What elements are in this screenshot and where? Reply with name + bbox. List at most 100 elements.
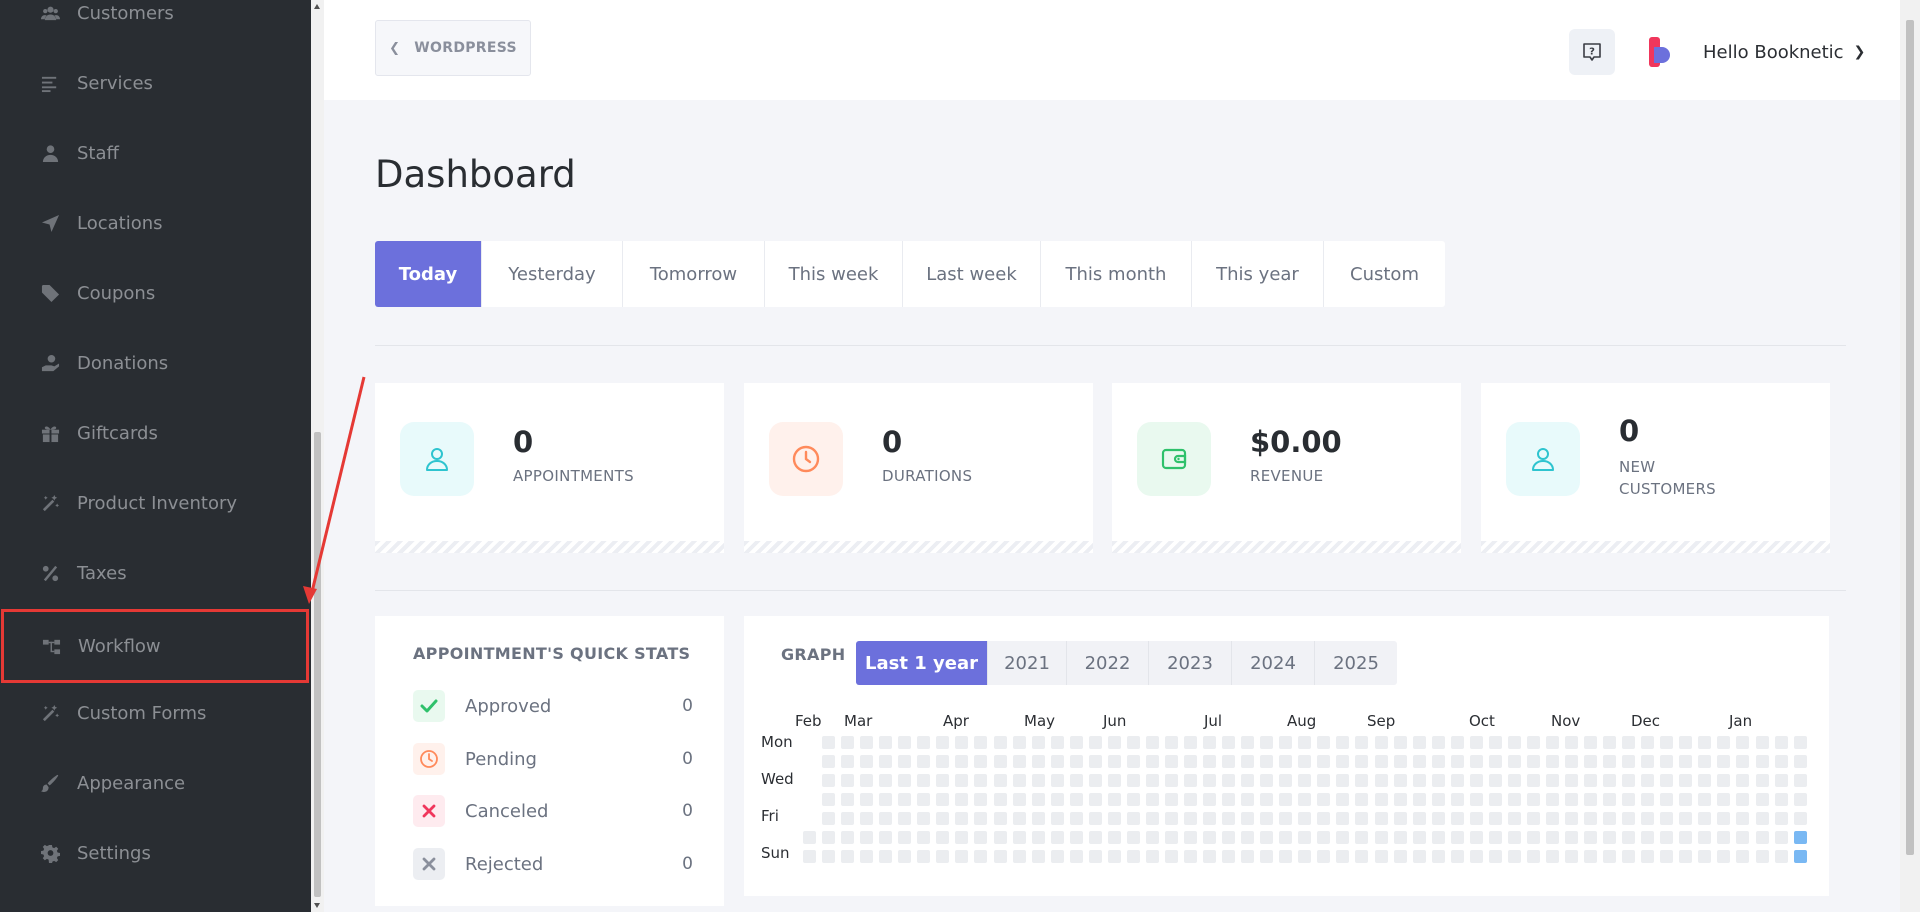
heatmap-cell[interactable] xyxy=(1584,831,1598,844)
graph-tab-2022[interactable]: 2022 xyxy=(1067,641,1149,685)
heatmap-cell[interactable] xyxy=(1603,755,1617,768)
graph-tab-last-1-year[interactable]: Last 1 year xyxy=(856,641,988,685)
heatmap-cell[interactable] xyxy=(1755,831,1769,844)
heatmap-cell[interactable] xyxy=(1412,755,1426,768)
heatmap-cell[interactable] xyxy=(1126,831,1140,844)
heatmap-cell[interactable] xyxy=(1641,812,1655,825)
heatmap-cell[interactable] xyxy=(993,736,1007,749)
heatmap-cell[interactable] xyxy=(1488,774,1502,787)
heatmap-cell[interactable] xyxy=(1622,812,1636,825)
heatmap-cell[interactable] xyxy=(1717,755,1731,768)
heatmap-cell[interactable] xyxy=(1107,850,1121,863)
heatmap-cell[interactable] xyxy=(1355,812,1369,825)
heatmap-cell[interactable] xyxy=(936,755,950,768)
heatmap-cell[interactable] xyxy=(1279,755,1293,768)
heatmap-cell[interactable] xyxy=(1184,736,1197,749)
heatmap-cell[interactable] xyxy=(1241,850,1255,863)
sidebar-item-giftcards[interactable]: Giftcards xyxy=(0,403,311,463)
heatmap-cell[interactable] xyxy=(1412,831,1426,844)
heatmap-cell[interactable] xyxy=(1565,736,1578,749)
heatmap-cell[interactable] xyxy=(993,793,1007,806)
heatmap-cell[interactable] xyxy=(1222,736,1236,749)
heatmap-cell[interactable] xyxy=(1412,812,1426,825)
heatmap-cell[interactable] xyxy=(917,736,931,749)
heatmap-cell[interactable] xyxy=(974,774,988,787)
heatmap-cell[interactable] xyxy=(860,755,874,768)
heatmap-cell[interactable] xyxy=(1755,736,1769,749)
heatmap-cell[interactable] xyxy=(1469,755,1483,768)
heatmap-cell[interactable] xyxy=(1755,812,1769,825)
heatmap-cell[interactable] xyxy=(1641,774,1655,787)
heatmap-cell[interactable] xyxy=(1069,831,1083,844)
heatmap-cell[interactable] xyxy=(1545,850,1559,863)
heatmap-cell[interactable] xyxy=(1279,831,1293,844)
heatmap-cell[interactable] xyxy=(1279,793,1293,806)
heatmap-cell[interactable] xyxy=(1488,755,1502,768)
heatmap-cell[interactable] xyxy=(1450,831,1464,844)
heatmap-cell[interactable] xyxy=(1260,850,1274,863)
heatmap-cell[interactable] xyxy=(1145,736,1159,749)
heatmap-cell[interactable] xyxy=(936,812,950,825)
heatmap-cell[interactable] xyxy=(993,850,1007,863)
heatmap-cell[interactable] xyxy=(1031,793,1045,806)
heatmap-cell[interactable] xyxy=(1088,850,1102,863)
heatmap-cell[interactable] xyxy=(1298,850,1312,863)
heatmap-cell[interactable] xyxy=(1774,793,1788,806)
heatmap-cell[interactable] xyxy=(1660,831,1674,844)
heatmap-cell[interactable] xyxy=(1774,736,1788,749)
heatmap-cell[interactable] xyxy=(879,831,893,844)
tab-this-week[interactable]: This week xyxy=(765,241,903,307)
heatmap-cell[interactable] xyxy=(1260,755,1274,768)
heatmap-cell[interactable] xyxy=(1679,755,1693,768)
heatmap-cell[interactable] xyxy=(936,774,950,787)
heatmap-cell[interactable] xyxy=(1793,812,1807,825)
heatmap-cell[interactable] xyxy=(1717,736,1731,749)
heatmap-cell[interactable] xyxy=(1450,812,1464,825)
heatmap-cell[interactable] xyxy=(1603,831,1617,844)
heatmap-cell[interactable] xyxy=(1698,736,1712,749)
heatmap-cell[interactable] xyxy=(1279,850,1293,863)
heatmap-cell[interactable] xyxy=(822,736,836,749)
heatmap-cell[interactable] xyxy=(1012,831,1026,844)
tab-custom[interactable]: Custom xyxy=(1350,263,1419,285)
heatmap-cell[interactable] xyxy=(1298,755,1312,768)
heatmap-cell[interactable] xyxy=(1164,774,1178,787)
heatmap-cell[interactable] xyxy=(917,850,931,863)
heatmap-cell[interactable] xyxy=(1317,755,1331,768)
heatmap-cell[interactable] xyxy=(1260,812,1274,825)
heatmap-cell[interactable] xyxy=(1793,793,1807,806)
heatmap-cell[interactable] xyxy=(841,736,855,749)
heatmap-cell[interactable] xyxy=(1107,774,1121,787)
heatmap-cell[interactable] xyxy=(1336,736,1350,749)
heatmap-cell[interactable] xyxy=(993,755,1007,768)
heatmap-cell[interactable] xyxy=(1793,831,1807,844)
heatmap-cell[interactable] xyxy=(1736,793,1750,806)
heatmap-cell[interactable] xyxy=(1412,850,1426,863)
heatmap-cell[interactable] xyxy=(1565,774,1578,787)
heatmap-cell[interactable] xyxy=(1317,774,1331,787)
heatmap-cell[interactable] xyxy=(1374,774,1388,787)
heatmap-cell[interactable] xyxy=(1393,831,1407,844)
heatmap-cell[interactable] xyxy=(1793,736,1807,749)
heatmap-cell[interactable] xyxy=(1755,850,1769,863)
heatmap-cell[interactable] xyxy=(1298,736,1312,749)
tab-yesterday[interactable]: Yesterday xyxy=(482,241,623,307)
heatmap-cell[interactable] xyxy=(1279,774,1293,787)
sidebar-item-appearance[interactable]: Appearance xyxy=(0,753,311,813)
heatmap-cell[interactable] xyxy=(1565,850,1578,863)
heatmap-cell[interactable] xyxy=(1107,736,1121,749)
heatmap-cell[interactable] xyxy=(1565,831,1578,844)
heatmap-cell[interactable] xyxy=(1641,850,1655,863)
heatmap-cell[interactable] xyxy=(898,793,912,806)
heatmap-cell[interactable] xyxy=(1660,850,1674,863)
heatmap-cell[interactable] xyxy=(1012,774,1026,787)
heatmap-cell[interactable] xyxy=(1526,812,1540,825)
heatmap-cell[interactable] xyxy=(1736,755,1750,768)
heatmap-cell[interactable] xyxy=(1145,755,1159,768)
heatmap-cell[interactable] xyxy=(1469,736,1483,749)
heatmap-cell[interactable] xyxy=(955,774,969,787)
heatmap-cell[interactable] xyxy=(1050,812,1064,825)
heatmap-cell[interactable] xyxy=(1660,736,1674,749)
heatmap-cell[interactable] xyxy=(1679,736,1693,749)
heatmap-cell[interactable] xyxy=(1145,774,1159,787)
